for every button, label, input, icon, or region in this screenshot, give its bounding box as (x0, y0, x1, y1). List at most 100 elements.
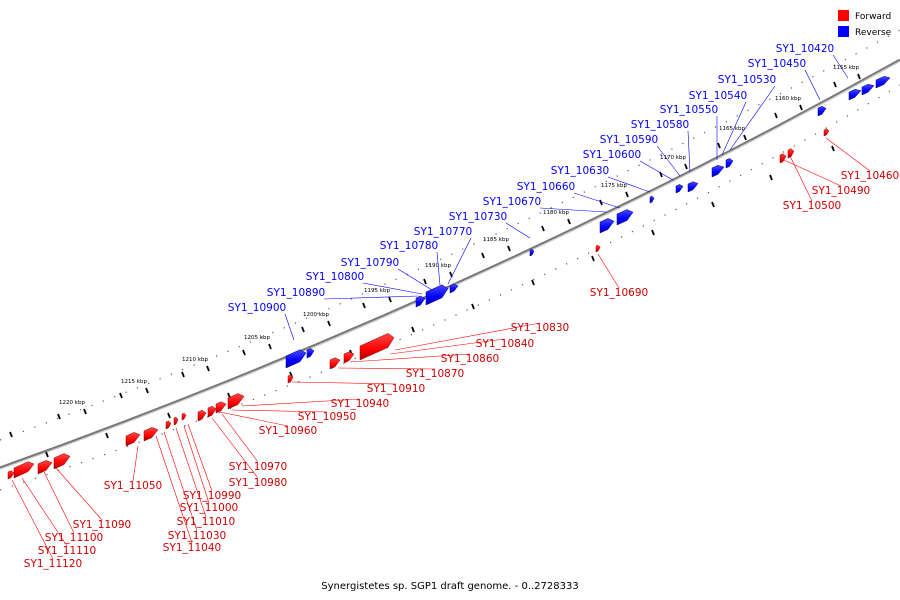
forward-gene (13, 461, 35, 479)
strand-tick (769, 174, 773, 181)
strand-tick (9, 431, 13, 438)
scale-tick-label: 1175 kbp (601, 183, 627, 189)
forward-gene-leader (231, 409, 328, 413)
reverse-gene-leader (397, 268, 433, 291)
strand-tick (362, 302, 366, 309)
scale-tick (145, 387, 149, 394)
forward-gene (595, 244, 601, 253)
legend-forward-label: Forward (855, 12, 891, 22)
reverse-gene (817, 105, 827, 117)
forward-gene (329, 357, 341, 370)
reverse-gene-label: SY1_10580 (631, 119, 689, 131)
forward-gene-label: SY1_10950 (298, 411, 356, 423)
forward-gene (53, 453, 71, 470)
forward-gene-leader (825, 137, 871, 172)
reverse-gene-leader (436, 251, 441, 286)
reverse-gene-leader (323, 295, 419, 300)
forward-gene (287, 374, 294, 384)
scale-tick-label: 1180 kbp (543, 210, 569, 216)
gene-features (7, 76, 891, 480)
forward-gene-label: SY1_10980 (229, 477, 287, 489)
reverse-gene-label: SY1_10630 (551, 165, 609, 177)
strand-tick (831, 145, 835, 152)
strand-tick (423, 278, 427, 285)
reverse-gene-label: SY1_10420 (776, 43, 834, 55)
reverse-gene-label: SY1_10790 (341, 257, 399, 269)
reverse-gene-label: SY1_10540 (689, 90, 747, 102)
forward-gene-label: SY1_10460 (841, 170, 899, 182)
forward-gene (125, 432, 141, 447)
reverse-gene-leader (573, 192, 621, 209)
strand-tick (591, 255, 595, 262)
strand-tick (717, 142, 721, 149)
reverse-gene (415, 295, 426, 308)
scale-tick (743, 134, 747, 141)
scale-tick-label: 1165 kbp (719, 126, 745, 132)
reverse-gene (285, 349, 307, 369)
forward-gene (215, 401, 227, 414)
scale-tick-label: 1155 kbp (833, 65, 859, 71)
strand-tick (181, 371, 185, 378)
forward-gene-leader (349, 353, 471, 363)
reverse-gene-label: SY1_10800 (306, 271, 364, 283)
reverse-gene (449, 283, 459, 294)
reverse-gene-label: SY1_10730 (449, 211, 507, 223)
reverse-gene (875, 76, 891, 89)
strand-tick (471, 303, 475, 310)
reverse-gene-label: SY1_10600 (583, 149, 641, 161)
reverse-gene-leader (687, 130, 691, 173)
forward-gene (787, 148, 795, 159)
strand-tick (711, 201, 715, 208)
reverse-gene (675, 184, 684, 194)
strand-tick (242, 349, 246, 356)
scale-tick (206, 365, 210, 372)
reverse-gene-leader (284, 313, 295, 341)
strand-tick (57, 413, 61, 420)
legend-forward-swatch (838, 10, 849, 21)
reverse-gene (529, 248, 535, 257)
forward-gene-label: SY1_10690 (590, 287, 648, 299)
forward-gene (227, 393, 245, 410)
reverse-gene-label: SY1_10770 (414, 226, 472, 238)
reverse-gene-leader (639, 160, 674, 181)
forward-gene-label: SY1_11030 (168, 530, 226, 542)
forward-gene-label: SY1_10940 (331, 398, 389, 410)
forward-gene-label: SY1_10910 (367, 383, 425, 395)
forward-gene-label: SY1_10840 (476, 338, 534, 350)
scale-tick-label: 1215 kbp (121, 379, 147, 385)
reverse-gene (711, 165, 725, 178)
strand-tick (411, 326, 415, 333)
forward-gene-leader (155, 435, 193, 544)
reverse-gene (599, 218, 615, 234)
forward-gene (173, 416, 179, 426)
forward-gene-label: SY1_10970 (229, 461, 287, 473)
scale-tick (567, 218, 571, 225)
forward-gene-label: SY1_10960 (259, 425, 317, 437)
reverse-gene (861, 84, 875, 96)
forward-gene (165, 420, 172, 430)
reverse-gene-label: SY1_10900 (228, 302, 286, 314)
reverse-gene (725, 158, 734, 169)
scale-tick (684, 163, 688, 170)
forward-gene-leader (337, 367, 436, 370)
forward-gene-label: SY1_10830 (511, 322, 569, 334)
forward-gene-leader (132, 445, 139, 482)
forward-gene-leader (597, 253, 620, 289)
strand-tick (45, 451, 49, 458)
strand-tick (167, 412, 171, 419)
forward-gene-leader (183, 425, 210, 504)
reverse-gene-leader (832, 54, 849, 79)
scale-tick (83, 408, 87, 415)
reverse-gene (848, 89, 862, 101)
reverse-gene-leader (362, 282, 423, 295)
scale-tick-label: 1220 kbp (59, 400, 85, 406)
scale-tick (507, 245, 511, 252)
forward-gene-label: SY1_11010 (177, 516, 235, 528)
reverse-gene-leader (721, 101, 747, 156)
reverse-gene-leader (656, 145, 681, 177)
scale-tick-label: 1210 kbp (182, 357, 208, 363)
forward-gene-label: SY1_11050 (104, 480, 162, 492)
reverse-gene-label: SY1_10550 (660, 104, 718, 116)
scale-tick (799, 104, 803, 111)
